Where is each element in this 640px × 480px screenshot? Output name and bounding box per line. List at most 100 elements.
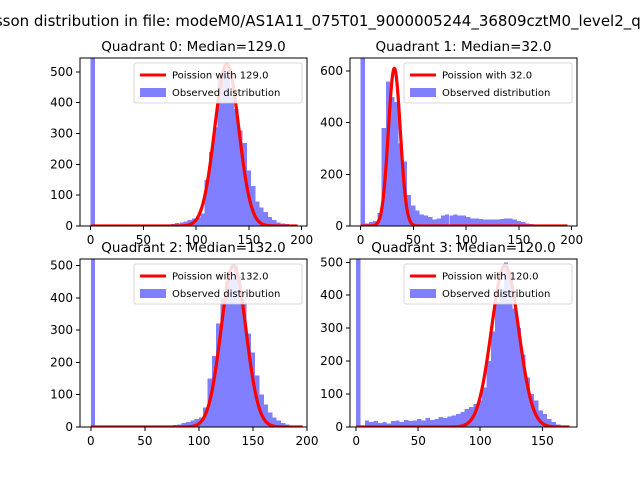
histogram-bar (416, 418, 422, 427)
histogram-bar (251, 185, 256, 226)
plot-area (89, 259, 304, 427)
y-tick-label: 300 (50, 323, 73, 337)
histogram-bar (90, 58, 95, 226)
x-tick-label: 50 (406, 233, 421, 247)
histogram-bar (512, 308, 517, 427)
y-tick-label: 400 (320, 116, 343, 130)
y-tick-label: 100 (50, 388, 73, 402)
histogram-bar (216, 323, 221, 427)
histogram-bar (478, 218, 484, 226)
histogram-bar (508, 218, 513, 226)
histogram-bar (421, 420, 426, 427)
panel-quadrant-2: 0 50 100 150 200 0 100 200 300 400 500 Quadrant 2: … (50, 240, 318, 448)
axes-frame (349, 57, 578, 227)
x-tick-label: 150 (531, 434, 554, 448)
histogram-bar (491, 219, 496, 226)
histogram-bar (220, 297, 225, 427)
histogram-bar (399, 422, 404, 427)
histogram-bar (233, 265, 238, 427)
histogram-bar (423, 215, 429, 226)
y-tick-label: 0 (65, 420, 73, 434)
legend-observed-swatch (410, 289, 436, 298)
panel-quadrant-1: 0 50 100 150 200 0 200 400 600 Quadrant 1: Median… (320, 39, 583, 247)
histogram-bar (242, 142, 247, 226)
legend-observed-swatch (140, 88, 166, 97)
histogram-bar (434, 418, 439, 427)
panel-quadrant-3: 0 50 100 150 0 100 200 300 400 500 Quadrant 3: Med… (320, 240, 578, 448)
axes-frame (79, 258, 308, 428)
histogram-bar (394, 101, 399, 226)
histogram-bar (430, 419, 435, 427)
panel-title: Quadrant 0: Median=129.0 (101, 39, 285, 55)
histogram-bar (272, 219, 277, 226)
legend: Poission with 129.0 Observed distribution (133, 62, 303, 104)
histogram-bar (407, 194, 412, 226)
histogram-bar (512, 219, 517, 226)
x-tick-label: 150 (241, 434, 264, 448)
x-tick-label: 50 (411, 434, 426, 448)
histogram-bar (425, 417, 431, 427)
histogram-bar (499, 218, 505, 226)
histogram-bar (183, 221, 188, 226)
histogram-bar (470, 218, 475, 226)
histogram-bar (181, 423, 186, 427)
plot-area (359, 58, 569, 226)
histogram-bar (466, 216, 471, 226)
histogram-bar (464, 408, 470, 427)
plot-area (355, 259, 571, 427)
histogram-bar (267, 216, 273, 226)
histogram-bar (263, 212, 268, 226)
histogram-bar (419, 214, 424, 226)
axes-frame (349, 258, 578, 428)
histogram-bar (194, 418, 199, 427)
histogram-bar (529, 394, 535, 427)
x-tick-label: 0 (87, 233, 95, 247)
poisson-fit-line (359, 66, 569, 226)
y-tick-label: 500 (320, 255, 343, 269)
histogram-bar (477, 400, 483, 427)
histogram-bar (211, 355, 217, 427)
x-tick-label: 150 (507, 233, 530, 247)
histogram-bar (482, 387, 487, 427)
histogram-bar (373, 421, 378, 427)
panel-quadrant-0: 0 50 100 150 200 0 100 200 300 400 500 Quadrant 0: … (50, 39, 313, 247)
y-tick-label: 500 (50, 258, 73, 272)
histogram-bar (364, 420, 370, 427)
x-tick-label: 100 (185, 233, 208, 247)
y-tick-label: 200 (320, 354, 343, 368)
histogram-bar (503, 262, 509, 427)
x-tick-label: 200 (296, 434, 319, 448)
histogram-bar (360, 58, 365, 226)
y-tick-label: 200 (50, 157, 73, 171)
histogram-bar (196, 217, 201, 226)
histogram-bar (432, 219, 437, 226)
legend-box (403, 62, 573, 104)
legend: Poission with 32.0 Observed distribution (403, 62, 573, 104)
legend-box (403, 263, 573, 305)
figure-suptitle: Median of Poisson distribution in file: … (0, 12, 640, 31)
y-tick-label: 100 (50, 188, 73, 202)
histogram-bar (456, 413, 461, 427)
histogram-bar (217, 78, 222, 226)
legend-fit-label: Poission with 129.0 (172, 71, 268, 82)
histogram-bar (461, 215, 467, 226)
histogram-bar (474, 218, 479, 226)
histogram-bar (386, 423, 391, 427)
histogram-bar (521, 222, 526, 226)
x-tick-label: 0 (352, 434, 360, 448)
histogram-bar (238, 130, 243, 226)
histogram-bar (542, 413, 548, 427)
y-tick-label: 0 (335, 219, 343, 233)
histogram-bar (451, 415, 457, 427)
histogram-bar (499, 288, 504, 427)
histogram-bar (504, 218, 509, 226)
histogram-bar (483, 219, 488, 226)
legend-fit-label: Poission with 132.0 (172, 272, 268, 283)
histogram-bar (390, 96, 395, 226)
histogram-bar (229, 96, 235, 226)
x-tick-label: 200 (560, 233, 583, 247)
histogram-bar (453, 214, 458, 226)
panel-title: Quadrant 2: Median=132.0 (101, 240, 285, 256)
poisson-fit-line (89, 263, 304, 427)
histogram-bar (438, 417, 444, 427)
